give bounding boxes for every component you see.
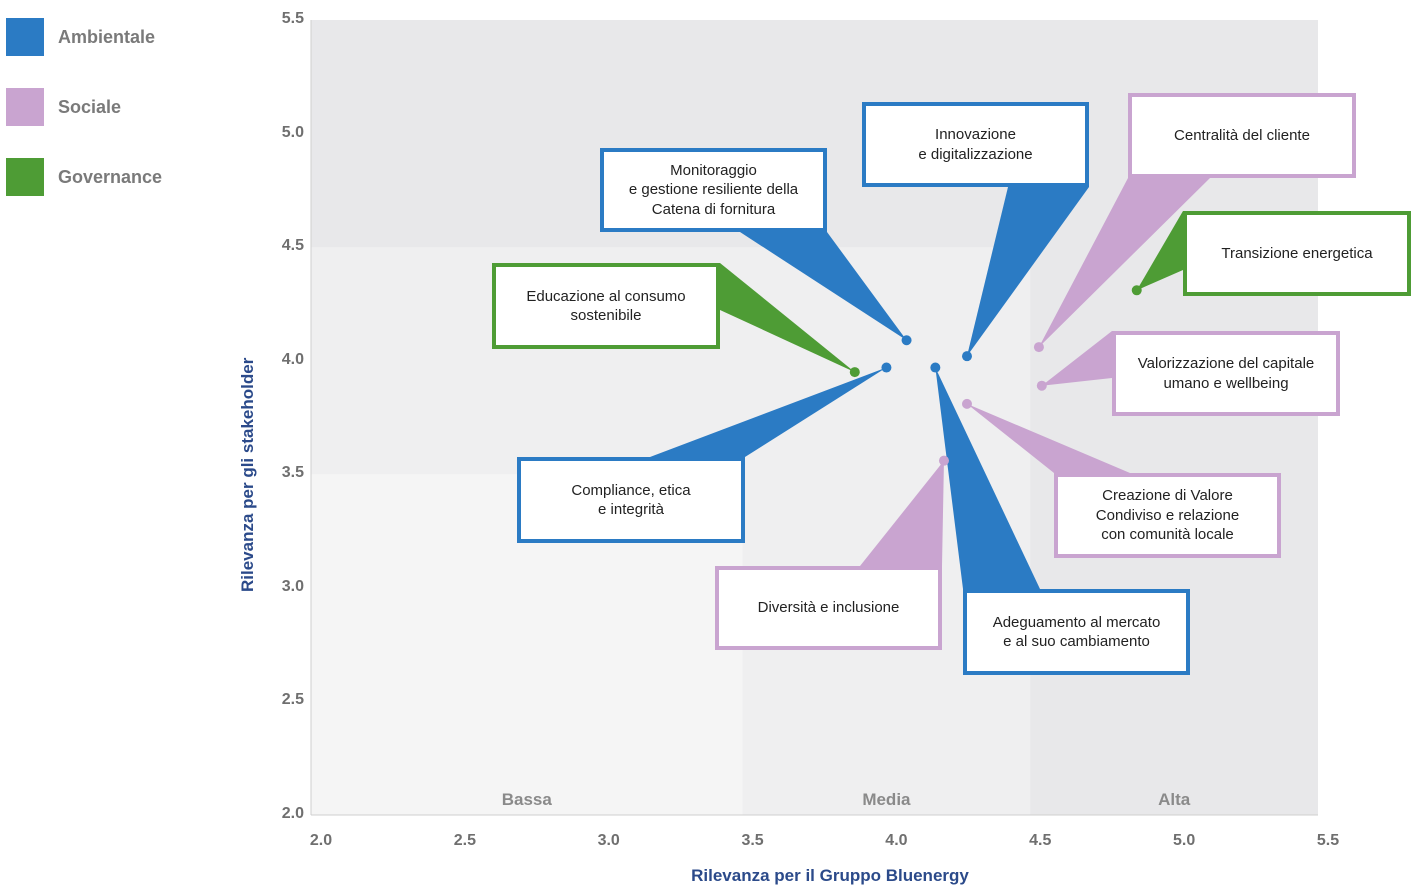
data-point [1033, 342, 1044, 353]
data-label: Valorizzazione del capitale umano e well… [1137, 355, 1315, 392]
data-point [881, 362, 892, 373]
callout-pointer [966, 187, 1089, 357]
x-tick-label: 2.5 [453, 832, 476, 849]
data-label-box: Diversità e inclusione [715, 566, 942, 650]
data-label: Monitoraggio e gestione resiliente della… [628, 161, 799, 218]
legend-swatch-governance [6, 158, 44, 196]
legend-swatch-ambientale [6, 18, 44, 56]
data-label-box: Adeguamento al mercato e al suo cambiame… [963, 589, 1190, 675]
data-point [901, 335, 912, 346]
data-label-box: Centralità del cliente [1128, 93, 1356, 178]
callout-pointer [935, 367, 1040, 589]
x-tick-label: 2.0 [309, 832, 333, 849]
data-point [961, 398, 972, 409]
data-label: Transizione energetica [1221, 244, 1373, 262]
data-point [961, 351, 972, 362]
legend-item-governance: Governance [6, 158, 226, 198]
data-label: Educazione al consumo sostenibile [526, 287, 686, 325]
data-label: Compliance, etica e integrità [571, 481, 691, 519]
x-tick-label: 4.0 [885, 832, 908, 849]
callout-pointer [1038, 178, 1210, 348]
legend-label: Ambientale [58, 27, 156, 47]
x-tick-label: 3.0 [597, 832, 620, 849]
legend-item-ambientale: Ambientale [6, 18, 226, 58]
data-label-box: Monitoraggio e gestione resiliente della… [600, 148, 827, 232]
y-tick-label: 4.5 [281, 237, 304, 255]
legend-label: Sociale [58, 97, 122, 117]
callout-pointer [740, 232, 907, 341]
x-tick-label: 5.5 [1316, 832, 1340, 849]
x-tick-label: 5.0 [1173, 832, 1196, 849]
y-tick-label: 5.5 [281, 10, 304, 27]
data-label-box: Creazione di Valore Condiviso e relazion… [1054, 473, 1281, 558]
x-tick-label: 4.5 [1029, 832, 1052, 849]
data-label-box: Valorizzazione del capitale umano e well… [1112, 331, 1340, 416]
callout-pointer [966, 403, 1130, 473]
callout-pointer [720, 263, 855, 373]
data-label: Centralità del cliente [1174, 126, 1310, 144]
zone-label: Alta [1158, 790, 1191, 809]
legend-swatch-sociale [6, 88, 44, 126]
x-tick-label: 3.5 [741, 832, 764, 849]
callout-pointer [650, 367, 887, 457]
data-label-box: Educazione al consumo sostenibile [492, 263, 720, 349]
data-label: Innovazione e digitalizzazione [918, 126, 1033, 163]
x-axis-label: Rilevanza per il Gruppo Bluenergy [691, 866, 969, 885]
data-label-box: Transizione energetica [1183, 211, 1411, 296]
y-tick-label: 2.0 [281, 805, 304, 822]
data-label-box: Compliance, etica e integrità [517, 457, 745, 543]
callout-pointer [1041, 331, 1112, 386]
y-tick-label: 2.5 [281, 691, 304, 709]
data-point [938, 455, 949, 466]
data-point [930, 362, 941, 373]
legend-label: Governance [58, 167, 163, 187]
data-point [1131, 285, 1142, 296]
callout-pointer [860, 460, 944, 566]
zone-label: Media [862, 790, 911, 809]
callout-pointer [1136, 211, 1183, 291]
y-tick-label: 5.0 [281, 123, 304, 141]
y-tick-label: 3.5 [281, 464, 304, 482]
zone-label: Bassa [501, 790, 552, 809]
legend-item-sociale: Sociale [6, 88, 226, 128]
y-tick-label: 3.0 [281, 577, 304, 595]
data-point [849, 367, 860, 378]
data-label: Diversità e inclusione [757, 599, 900, 617]
data-label-box: Innovazione e digitalizzazione [862, 102, 1089, 187]
y-tick-label: 4.0 [281, 350, 304, 368]
data-label: Creazione di Valore Condiviso e relazion… [1095, 487, 1240, 544]
data-label: Adeguamento al mercato e al suo cambiame… [992, 613, 1161, 651]
y-axis-label: Rilevanza per gli stakeholder [238, 357, 257, 592]
data-point [1036, 380, 1047, 391]
